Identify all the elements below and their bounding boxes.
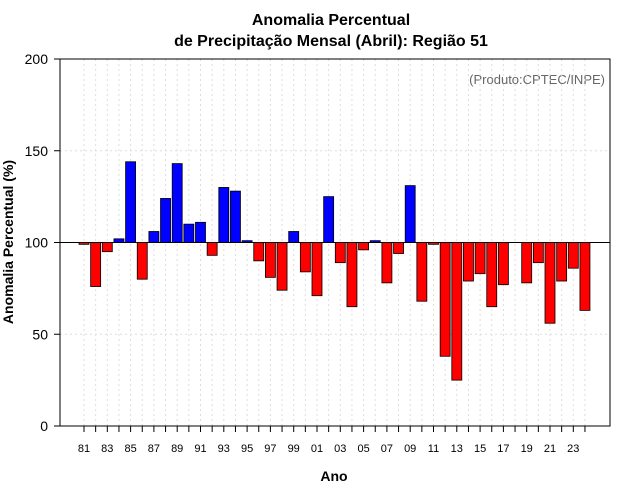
bar-04 xyxy=(346,242,358,308)
x-tick-label: 15 xyxy=(474,443,486,455)
x-tick-label: 85 xyxy=(124,443,136,455)
chart-title-line1: Anomalia Percentual xyxy=(252,12,410,29)
x-tick-label: 05 xyxy=(357,443,369,455)
bar-98 xyxy=(276,242,288,291)
x-tick-label: 91 xyxy=(194,443,206,455)
bar-96 xyxy=(253,242,265,262)
bar-15 xyxy=(474,242,486,275)
grid xyxy=(60,59,610,426)
y-tick-label: 50 xyxy=(32,326,48,342)
bar-17 xyxy=(497,242,509,286)
bar-03 xyxy=(334,242,346,264)
bar-20 xyxy=(532,242,544,264)
y-tick-label: 100 xyxy=(25,235,49,251)
x-tick-label: 99 xyxy=(288,443,300,455)
bar-86 xyxy=(136,242,148,280)
x-tick-label: 87 xyxy=(148,443,160,455)
bar-84 xyxy=(113,238,125,243)
bar-16 xyxy=(486,242,498,308)
bar-92 xyxy=(206,242,218,256)
bar-23 xyxy=(567,242,579,269)
x-tick-label: 07 xyxy=(381,443,393,455)
axes: 0 50 100 150 200 81 83 85 87 89 91 93 95 97 99 01 03 05 07… xyxy=(25,51,611,455)
x-tick-label: 93 xyxy=(218,443,230,455)
bars xyxy=(78,161,591,381)
bar-10 xyxy=(416,242,428,302)
bar-00 xyxy=(299,242,311,273)
bar-22 xyxy=(556,242,568,282)
y-tick-label: 200 xyxy=(25,51,49,67)
chart-title-line2: de Precipitação Mensal (Abril): Região 5… xyxy=(174,33,488,50)
y-tick-label: 0 xyxy=(40,418,48,434)
bar-19 xyxy=(521,242,533,284)
bar-83 xyxy=(101,242,113,253)
bar-08 xyxy=(393,242,404,254)
bar-24 xyxy=(579,242,591,311)
x-tick-label: 01 xyxy=(311,443,323,455)
x-axis-label: Ano xyxy=(320,468,347,484)
bar-91 xyxy=(195,221,206,243)
bar-88 xyxy=(160,198,171,243)
x-tick-label: 83 xyxy=(101,443,113,455)
bar-85 xyxy=(125,161,136,243)
x-tick-label: 95 xyxy=(241,443,253,455)
bar-90 xyxy=(183,223,195,243)
bar-97 xyxy=(264,242,276,278)
bar-87 xyxy=(148,231,160,243)
bar-99 xyxy=(288,231,300,243)
x-tick-label: 23 xyxy=(567,443,579,455)
x-tick-label: 97 xyxy=(264,443,276,455)
x-tick-label: 19 xyxy=(521,443,533,455)
bar-82 xyxy=(90,242,102,287)
bar-01 xyxy=(311,242,323,297)
x-tick-label: 17 xyxy=(497,443,509,455)
bar-13 xyxy=(451,242,463,381)
bar-14 xyxy=(463,242,474,282)
x-tick-label: 81 xyxy=(78,443,90,455)
x-tick-label: 89 xyxy=(171,443,183,455)
bar-93 xyxy=(218,187,230,243)
bar-05 xyxy=(358,242,370,251)
y-tick-label: 150 xyxy=(25,143,49,159)
bar-89 xyxy=(171,163,183,243)
x-tick-label: 21 xyxy=(544,443,556,455)
x-tick-label: 09 xyxy=(404,443,416,455)
bar-09 xyxy=(404,185,416,243)
x-tick-label: 11 xyxy=(428,443,439,455)
x-tick-label: 03 xyxy=(334,443,346,455)
y-axis-label: Anomalia Percentual (%) xyxy=(0,160,16,324)
bar-12 xyxy=(439,242,451,357)
bar-94 xyxy=(230,190,241,243)
bar-07 xyxy=(381,242,393,284)
bar-21 xyxy=(544,242,556,324)
x-tick-label: 13 xyxy=(451,443,463,455)
bar-02 xyxy=(323,196,335,243)
